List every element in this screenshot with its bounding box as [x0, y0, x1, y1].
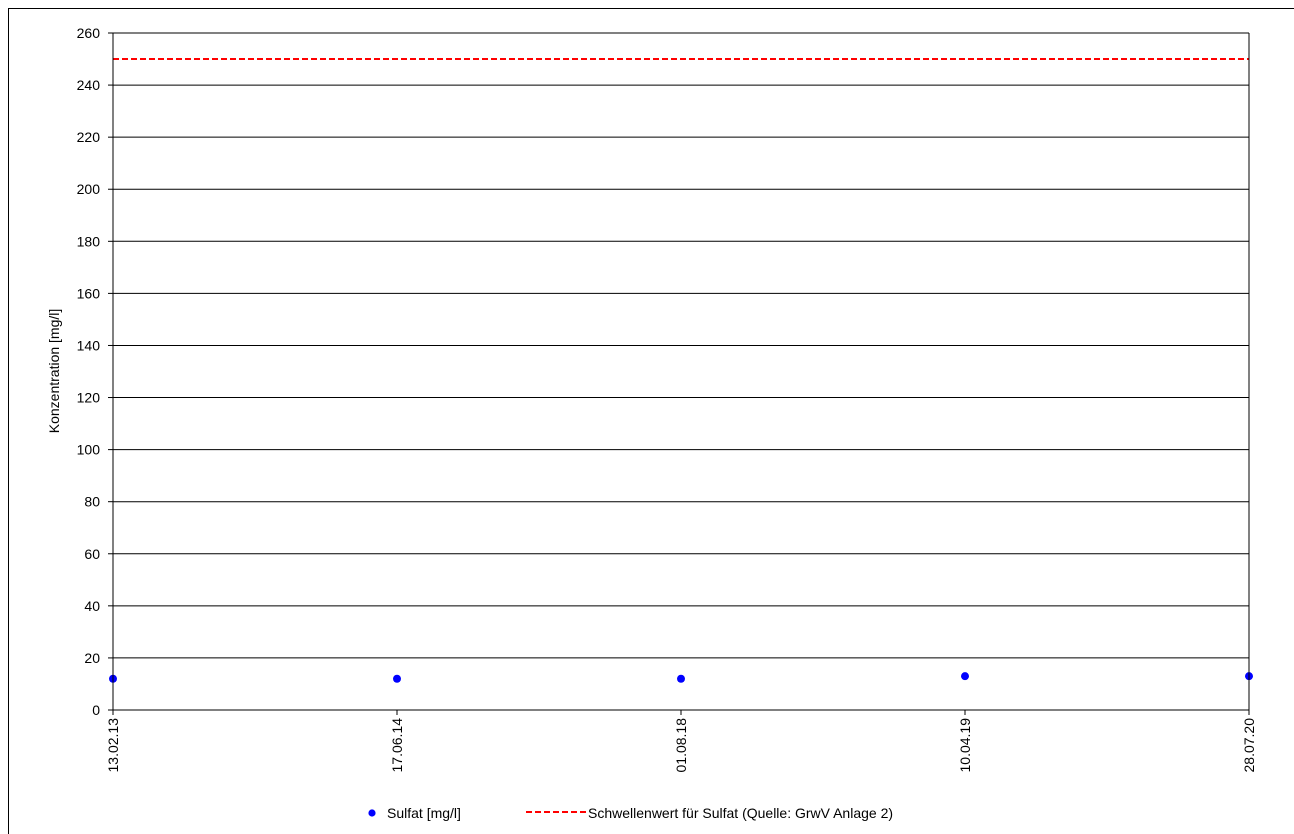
data-point-sulfat [393, 674, 401, 683]
chart-frame [8, 8, 1294, 834]
x-tick-labels: 13.02.13 17.06.14 01.08.18 10.04.19 28.07.20 [105, 718, 1257, 773]
y-tick-labels: 0 20 40 60 80 100 120 140 160 180 200 220 240 260 [77, 25, 101, 718]
y-tick-label: 160 [77, 285, 101, 301]
y-tick-label: 180 [77, 233, 101, 249]
y-tick-label: 40 [84, 598, 100, 614]
x-tick-label: 28.07.20 [1241, 718, 1257, 773]
y-tick-label: 20 [84, 650, 100, 666]
y-tick-label: 0 [92, 702, 100, 718]
y-tick-label: 120 [77, 390, 101, 406]
x-tick-label: 13.02.13 [105, 718, 121, 773]
legend-marker-sulfat [368, 809, 376, 817]
y-tick-label: 140 [77, 337, 101, 353]
y-axis-label: Konzentration [mg/l] [46, 309, 62, 434]
y-tick-label: 240 [77, 77, 101, 93]
gridlines [113, 32, 1249, 659]
x-tick-label: 01.08.18 [673, 718, 689, 773]
data-point-sulfat [961, 672, 969, 681]
x-tick-label: 17.06.14 [389, 718, 405, 773]
legend-label-threshold: Schwellenwert für Sulfat (Quelle: GrwV A… [588, 805, 893, 821]
y-tick-label: 60 [84, 546, 100, 562]
series-layer [109, 58, 1253, 683]
y-tick-label: 100 [77, 442, 101, 458]
y-tick-label: 260 [77, 25, 101, 41]
axes [108, 32, 1250, 715]
x-tick-label: 10.04.19 [957, 718, 973, 773]
y-tick-label: 80 [84, 494, 100, 510]
y-tick-label: 220 [77, 129, 101, 145]
legend: Sulfat [mg/l] Schwellenwert für Sulfat (… [368, 805, 893, 821]
data-point-sulfat [677, 674, 685, 683]
legend-label-sulfat: Sulfat [mg/l] [387, 805, 461, 821]
y-tick-label: 200 [77, 181, 101, 197]
